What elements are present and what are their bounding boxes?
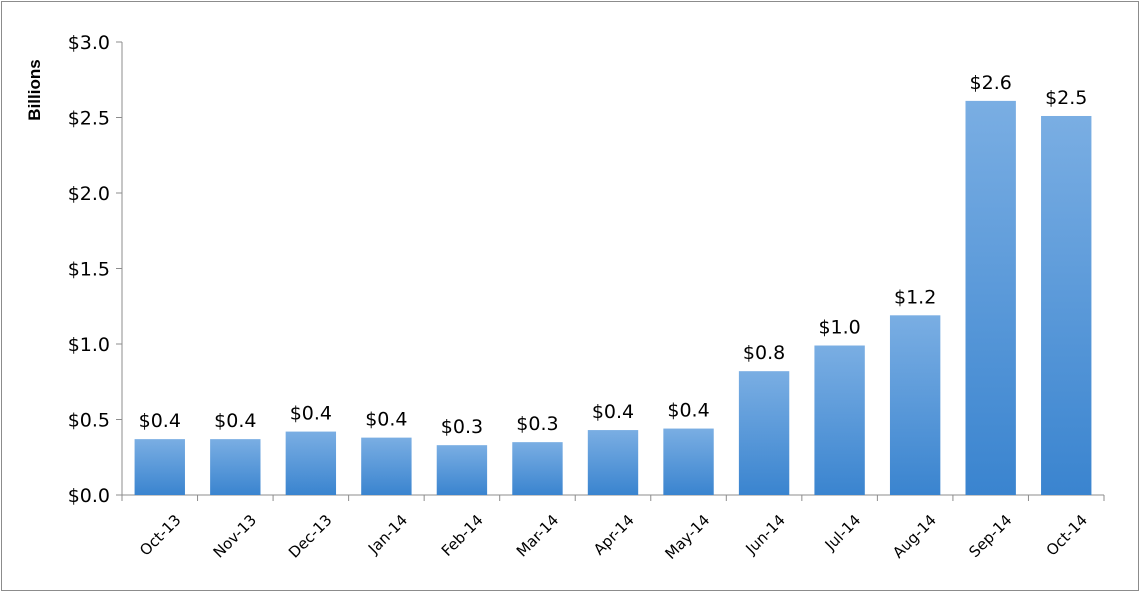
data-label: $0.4 bbox=[365, 409, 407, 431]
data-label: $0.3 bbox=[516, 413, 558, 435]
y-tick-label: $3.0 bbox=[68, 32, 110, 54]
bar bbox=[134, 439, 185, 495]
data-label: $2.5 bbox=[1045, 87, 1087, 109]
data-label: $1.0 bbox=[818, 317, 860, 339]
x-tick-label: May-14 bbox=[661, 511, 713, 563]
x-tick-label: Feb-14 bbox=[438, 511, 487, 560]
y-tick-label: $0.5 bbox=[68, 410, 110, 432]
bars bbox=[134, 100, 1092, 496]
bar bbox=[436, 445, 488, 495]
data-label: $0.4 bbox=[214, 410, 256, 432]
bar bbox=[285, 431, 337, 495]
data-label: $0.4 bbox=[667, 400, 709, 422]
data-label: $0.4 bbox=[592, 401, 634, 423]
x-tick-label: Mar-14 bbox=[513, 511, 562, 560]
y-tick-label: $0.0 bbox=[68, 485, 110, 507]
bar bbox=[814, 345, 865, 495]
data-label: $0.3 bbox=[441, 416, 483, 438]
x-tick-label: Jul-14 bbox=[821, 511, 865, 555]
x-tick-label: Jun-14 bbox=[741, 511, 788, 558]
y-tick-label: $1.0 bbox=[68, 334, 110, 356]
bar bbox=[738, 371, 790, 495]
data-label: $1.2 bbox=[894, 286, 936, 308]
bar bbox=[1041, 115, 1092, 496]
x-tick-label: Oct-13 bbox=[136, 511, 184, 559]
bar bbox=[587, 430, 639, 495]
x-tick-label: Apr-14 bbox=[590, 511, 638, 559]
data-label: $0.8 bbox=[743, 342, 785, 364]
data-label: $0.4 bbox=[139, 410, 181, 432]
bar bbox=[965, 100, 1016, 495]
data-labels: $0.4 $0.4 $0.4 $0.4 $0.3 $0.3 $0.4 $0.4 $0.8 $1.0… bbox=[139, 72, 1088, 438]
x-tick-label: Aug-14 bbox=[889, 511, 940, 562]
y-tick-label: $2.0 bbox=[68, 183, 110, 205]
data-label: $0.4 bbox=[290, 403, 332, 425]
y-tick-label: $2.5 bbox=[68, 108, 110, 130]
bar bbox=[889, 315, 941, 495]
bar bbox=[361, 437, 412, 495]
x-tick-label: Jan-14 bbox=[364, 511, 411, 558]
x-tick-label: Dec-13 bbox=[285, 511, 336, 562]
data-label: $2.6 bbox=[970, 72, 1012, 94]
bar bbox=[663, 428, 714, 495]
x-tick-label: Sep-14 bbox=[965, 511, 1015, 561]
x-tick-label: Nov-13 bbox=[210, 511, 260, 561]
bar bbox=[210, 439, 261, 495]
y-tick-label: $1.5 bbox=[68, 259, 110, 281]
y-axis-title: Billions bbox=[25, 59, 44, 120]
x-tick-label: Oct-14 bbox=[1043, 511, 1091, 559]
bar bbox=[512, 442, 563, 495]
